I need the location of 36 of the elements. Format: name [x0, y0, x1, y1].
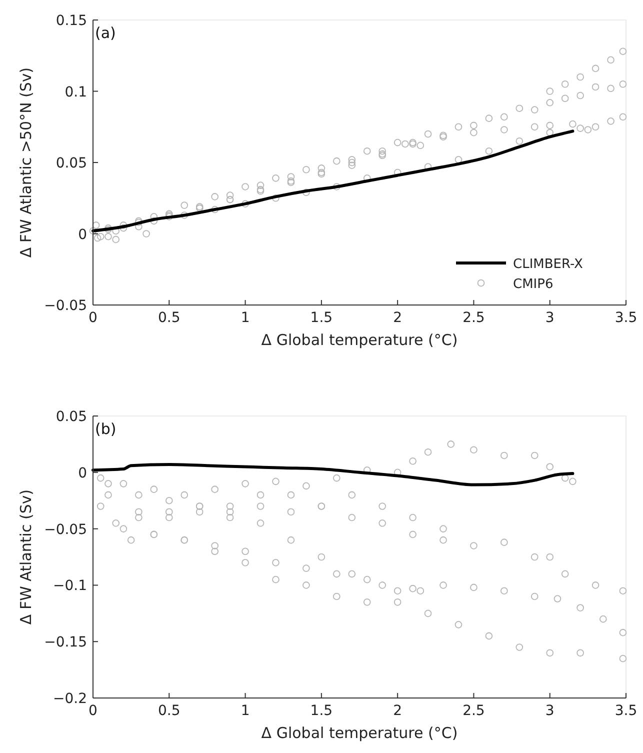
- x-tick-label: 0: [88, 310, 98, 326]
- x-tick-label: 0: [88, 703, 98, 719]
- y-tick-label: −0.05: [44, 522, 87, 538]
- y-tick-label: 0: [78, 226, 87, 243]
- y-axis-title: Δ FW Atlantic >50°N (Sv): [17, 67, 35, 258]
- y-tick-label: −0.15: [44, 634, 87, 651]
- legend-label: CMIP6: [513, 277, 554, 292]
- x-tick-label: 1.5: [310, 703, 333, 719]
- x-tick-label: 3: [545, 310, 554, 326]
- y-tick-label: 0: [78, 465, 87, 482]
- legend-label: CLIMBER-X: [513, 257, 584, 272]
- chart-title: (a): [95, 24, 116, 42]
- x-tick-label: 3.5: [614, 703, 638, 719]
- y-tick-label: 0.1: [64, 84, 87, 100]
- y-tick-label: 0.05: [56, 156, 87, 172]
- x-tick-label: 2: [393, 703, 402, 719]
- line-series: [92, 463, 574, 486]
- y-tick-label: 0.05: [56, 409, 87, 425]
- x-tick-label: 3: [545, 703, 554, 719]
- chart-title: (b): [95, 420, 116, 438]
- x-tick-label: 0.5: [158, 310, 180, 326]
- y-tick-label: −0.1: [53, 578, 87, 594]
- x-tick-label: 3.5: [614, 310, 638, 326]
- x-tick-label: 0.5: [158, 703, 180, 719]
- x-tick-label: 1: [240, 310, 250, 326]
- x-axis-title: Δ Global temperature (°C): [261, 331, 458, 349]
- x-axis-title: Δ Global temperature (°C): [261, 724, 458, 742]
- x-tick-label: 1: [240, 703, 250, 719]
- x-tick-label: 2: [393, 310, 402, 326]
- y-tick-label: −0.2: [53, 691, 87, 707]
- y-tick-label: 0.15: [56, 13, 87, 29]
- y-axis-title: Δ FW Atlantic (Sv): [17, 489, 35, 625]
- x-tick-label: 2.5: [462, 310, 485, 326]
- x-tick-label: 1.5: [310, 310, 333, 326]
- y-tick-label: −0.05: [44, 298, 87, 314]
- x-tick-label: 2.5: [462, 703, 485, 719]
